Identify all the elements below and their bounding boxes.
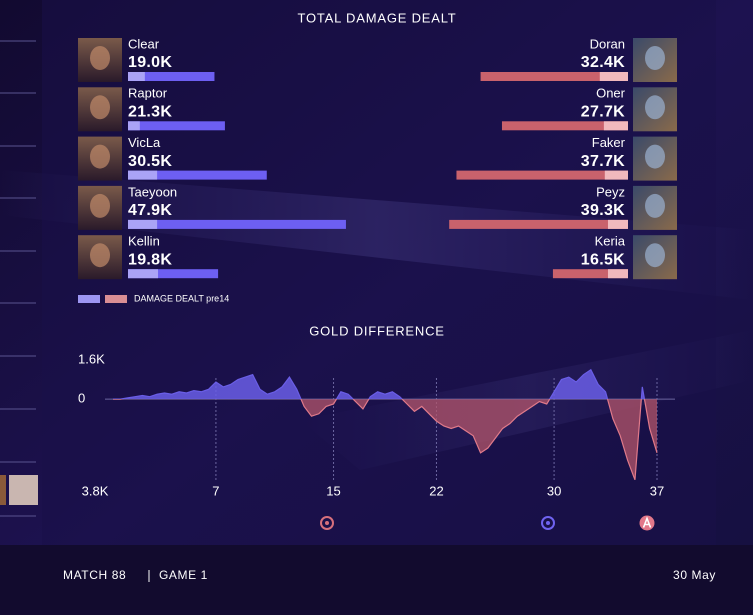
player-portrait-face: [645, 95, 665, 120]
damage-bar: [449, 219, 628, 229]
damage-bar: [128, 269, 219, 279]
damage-value-label: 19.0K: [128, 54, 172, 71]
player-name: Faker: [592, 135, 626, 150]
gold-title: GOLD DIFFERENCE: [309, 323, 445, 338]
x-tick-label: 30: [547, 483, 561, 498]
damage-bar: [480, 72, 628, 81]
x-tick-label: 37: [650, 483, 664, 498]
left-edge-lines: [0, 40, 36, 517]
player-name: Keria: [595, 234, 626, 249]
player-portrait-face: [645, 46, 665, 70]
damage-pre14-bar: [607, 219, 628, 229]
player-portrait-face: [90, 144, 110, 169]
damage-pre14-bar: [128, 72, 145, 81]
damage-bar: [456, 170, 628, 180]
damage-pre14-bar: [128, 170, 158, 180]
gold-lead-area: [113, 369, 657, 400]
damage-pre14-bar: [603, 121, 628, 131]
legend-swatch-blue: [78, 295, 100, 303]
icon-herald: [541, 516, 555, 530]
footer-date: 30 May: [673, 568, 716, 582]
damage-pre14-bar: [128, 219, 158, 229]
damage-value-label: 37.7K: [581, 153, 625, 170]
x-tick-label: 7: [212, 483, 219, 498]
damage-bar: [128, 170, 267, 180]
damage-pre14-bar: [607, 269, 628, 279]
player-name: Raptor: [128, 86, 168, 101]
objective-icons: [320, 515, 655, 531]
damage-bar: [128, 121, 225, 131]
y-tick-label: 1.6K: [78, 351, 105, 366]
footer-match: MATCH 88: [63, 568, 126, 582]
player-portrait-face: [90, 243, 110, 268]
x-tick-label: 15: [326, 483, 340, 498]
player-portrait-face: [90, 95, 110, 120]
player-portrait-face: [645, 144, 665, 169]
footer-band: [0, 545, 753, 610]
damage-pre14-bar: [599, 72, 628, 81]
damage-pre14-bar: [128, 121, 140, 131]
damage-value-label: 32.4K: [581, 54, 625, 71]
player-name: Clear: [128, 36, 160, 51]
player-portrait-face: [90, 193, 110, 218]
damage-bar: [501, 121, 628, 131]
edge-portrait: [9, 475, 38, 505]
damage-pre14-bar: [604, 170, 628, 180]
damage-pre14-bar: [128, 269, 159, 279]
footer-game: GAME 1: [159, 568, 208, 582]
damage-title: TOTAL DAMAGE DEALT: [297, 10, 456, 25]
damage-value-label: 19.8K: [128, 251, 172, 268]
player-name: Kellin: [128, 234, 160, 249]
player-portrait-face: [645, 193, 665, 218]
player-name: Taeyoon: [128, 184, 177, 199]
damage-bar: [128, 72, 215, 81]
icon-herald: [546, 521, 550, 525]
y-tick-label: 0: [78, 391, 85, 406]
legend-label: DAMAGE DEALT pre14: [134, 293, 229, 303]
player-portrait-face: [90, 46, 110, 70]
player-name: Oner: [596, 86, 626, 101]
damage-value-label: 27.7K: [581, 104, 625, 121]
icon-dragon: [325, 521, 329, 525]
damage-bar: [552, 269, 628, 279]
player-name: VicLa: [128, 135, 161, 150]
damage-bar: [128, 219, 346, 229]
y-tick-label: 3.8K: [82, 483, 109, 498]
damage-value-label: 30.5K: [128, 153, 172, 170]
gold-lead-line: [113, 368, 646, 400]
damage-value-label: 16.5K: [581, 251, 625, 268]
damage-value-label: 21.3K: [128, 104, 172, 121]
player-name: Doran: [590, 36, 625, 51]
x-tick-label: 22: [429, 483, 443, 498]
legend-swatch-red: [105, 295, 127, 303]
damage-value-label: 47.9K: [128, 202, 172, 219]
player-name: Peyz: [596, 184, 625, 199]
edge-portrait: [0, 475, 6, 505]
player-portrait-face: [645, 243, 665, 268]
icon-atakhan: [642, 516, 652, 528]
damage-value-label: 39.3K: [581, 202, 625, 219]
icon-dragon: [320, 516, 334, 530]
gold-deficit-area: [300, 399, 657, 480]
